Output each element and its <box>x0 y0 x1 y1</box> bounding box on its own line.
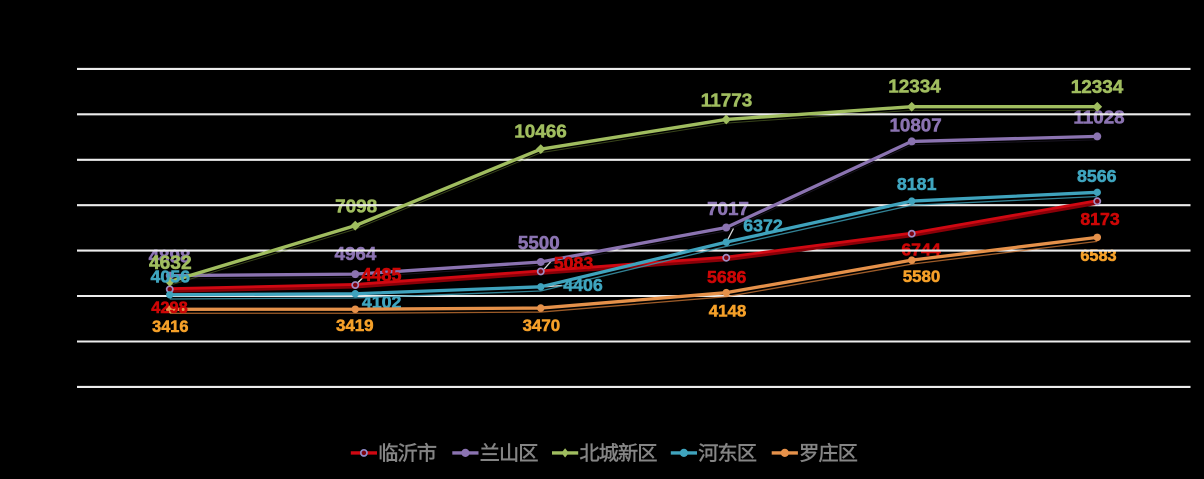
svg-text:7017: 7017 <box>707 198 749 219</box>
svg-text:12334: 12334 <box>888 77 941 98</box>
svg-text:12334: 12334 <box>1071 77 1124 98</box>
svg-text:6372: 6372 <box>743 216 783 236</box>
svg-text:4056: 4056 <box>151 266 191 286</box>
svg-text:5500: 5500 <box>518 232 560 253</box>
svg-text:8181: 8181 <box>897 174 937 194</box>
svg-text:3416: 3416 <box>152 318 188 336</box>
svg-text:3419: 3419 <box>336 316 374 335</box>
svg-text:4298: 4298 <box>151 299 187 317</box>
svg-text:3470: 3470 <box>523 316 561 335</box>
svg-text:5083: 5083 <box>554 253 594 273</box>
svg-text:4632: 4632 <box>149 253 192 274</box>
svg-text:11773: 11773 <box>701 91 753 112</box>
svg-text:7098: 7098 <box>335 197 377 218</box>
svg-text:4148: 4148 <box>709 301 747 320</box>
svg-text:5580: 5580 <box>903 267 941 286</box>
svg-text:4485: 4485 <box>361 265 401 285</box>
svg-text:8173: 8173 <box>1080 209 1120 229</box>
svg-text:11028: 11028 <box>1073 107 1124 128</box>
svg-text:10807: 10807 <box>889 115 941 136</box>
svg-text:5686: 5686 <box>707 267 747 287</box>
svg-text:4964: 4964 <box>335 243 377 264</box>
svg-text:4406: 4406 <box>563 275 603 295</box>
svg-text:8566: 8566 <box>1077 166 1117 186</box>
svg-text:10466: 10466 <box>514 121 567 142</box>
